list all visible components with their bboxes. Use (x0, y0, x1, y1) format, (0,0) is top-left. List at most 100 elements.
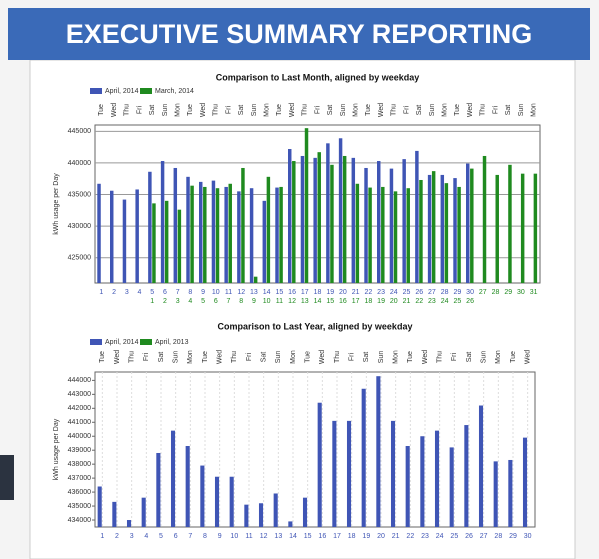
day-label: 25 (453, 298, 461, 305)
bar (381, 186, 385, 283)
day-label: 1 (150, 298, 154, 305)
bar (317, 152, 321, 283)
bar (199, 181, 203, 283)
day-label: 2 (112, 289, 116, 296)
bar (313, 157, 317, 283)
weekday-label: Wed (422, 350, 429, 364)
weekday-label: Sat (466, 352, 473, 363)
day-label: 2 (163, 298, 167, 305)
weekday-label: Thu (480, 104, 487, 116)
bar (440, 174, 445, 283)
day-label: 13 (250, 289, 258, 296)
day-label: 3 (125, 289, 129, 296)
day-label: 10 (230, 533, 238, 540)
bar (508, 459, 513, 527)
bar (332, 420, 337, 527)
y-tick-label: 439000 (68, 447, 91, 454)
weekday-label: Fri (492, 105, 499, 114)
bar (376, 376, 381, 527)
legend-swatch (140, 88, 152, 94)
bar (148, 171, 152, 283)
day-label: 18 (348, 533, 356, 540)
weekday-label: Tue (187, 104, 194, 116)
day-label: 10 (263, 298, 271, 305)
day-label: 21 (403, 298, 411, 305)
weekday-label: Wed (525, 350, 532, 364)
day-label: 6 (163, 289, 167, 296)
bar (110, 190, 114, 283)
bar (449, 447, 454, 527)
bar (495, 174, 499, 283)
bar (288, 149, 292, 283)
y-axis-label: kWh usage per Day (53, 418, 60, 480)
y-tick-label: 440000 (68, 433, 91, 440)
bar (420, 436, 425, 527)
bar (389, 168, 394, 283)
day-label: 11 (245, 533, 252, 540)
day-label: 20 (377, 533, 385, 540)
side-block (0, 455, 14, 500)
y-tick-label: 444000 (68, 377, 91, 384)
chart-title: Comparison to Last Month, aligned by wee… (216, 72, 420, 82)
weekday-label: Wed (217, 350, 224, 364)
bar (405, 446, 410, 527)
y-tick-label: 440000 (68, 160, 91, 167)
day-label: 30 (517, 289, 525, 296)
bar (466, 163, 470, 283)
bar (368, 187, 372, 283)
bar (338, 138, 343, 283)
day-label: 12 (288, 298, 296, 305)
day-label: 10 (212, 289, 220, 296)
bar (135, 189, 139, 283)
banner (8, 8, 590, 60)
weekday-label: Fri (451, 352, 458, 361)
day-label: 9 (252, 298, 256, 305)
weekday-label: Sun (518, 104, 525, 117)
day-label: 4 (188, 298, 192, 305)
weekday-label: Tue (305, 351, 312, 363)
weekday-label: Tue (407, 351, 414, 363)
weekday-label: Fri (246, 352, 253, 361)
chart-title: Comparison to Last Year, aligned by week… (218, 321, 413, 331)
bar (177, 209, 182, 283)
day-label: 9 (201, 289, 205, 296)
day-label: 7 (176, 289, 180, 296)
y-tick-label: 441000 (68, 419, 91, 426)
day-label: 26 (415, 289, 423, 296)
bar (244, 504, 249, 527)
day-label: 29 (453, 289, 461, 296)
weekday-label: Mon (495, 350, 502, 364)
weekday-label: Tue (276, 104, 283, 116)
bar (186, 176, 190, 283)
bar (330, 164, 334, 283)
weekday-label: Wed (289, 103, 296, 117)
day-label: 22 (364, 289, 372, 296)
weekday-label: Mon (530, 103, 537, 117)
bar (249, 188, 254, 283)
weekday-label: Sat (505, 105, 512, 116)
bar (522, 437, 528, 527)
bar (228, 183, 232, 283)
bar (302, 497, 308, 527)
bar (126, 520, 132, 527)
day-label: 19 (377, 298, 385, 305)
day-label: 8 (239, 298, 243, 305)
bar (533, 173, 538, 283)
day-label: 3 (130, 533, 134, 540)
bar (185, 446, 190, 527)
day-label: 25 (450, 533, 458, 540)
bar (457, 186, 461, 283)
weekday-label: Mon (441, 103, 448, 117)
day-label: 20 (339, 289, 347, 296)
day-label: 13 (274, 533, 282, 540)
bar (478, 405, 484, 527)
bar (237, 191, 241, 283)
bar (279, 186, 283, 283)
y-tick-label: 438000 (68, 461, 91, 468)
day-label: 28 (494, 533, 502, 540)
day-label: 3 (176, 298, 180, 305)
day-label: 31 (530, 289, 538, 296)
day-label: 23 (421, 533, 429, 540)
bar (156, 452, 161, 527)
